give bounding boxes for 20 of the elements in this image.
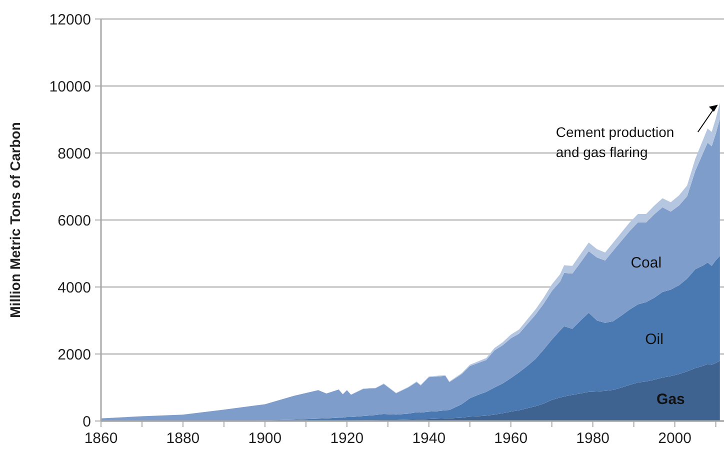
y-tick-label: 10000 — [49, 78, 91, 96]
x-tick-label: 1980 — [576, 430, 610, 447]
y-axis-title: Million Metric Tons of Carbon — [7, 122, 23, 318]
y-tick-label: 12000 — [49, 11, 91, 28]
y-tick-label: 4000 — [58, 279, 91, 296]
y-tick-label: 6000 — [58, 212, 91, 230]
y-tick-label: 2000 — [58, 346, 91, 364]
series-label: Oil — [645, 331, 664, 348]
x-tick-label: 2000 — [658, 430, 692, 447]
series-label: Cement production and gas flaring — [556, 124, 674, 160]
x-tick-label: 1880 — [166, 430, 200, 447]
x-tick-label: 1860 — [84, 430, 118, 447]
y-tick-label: 0 — [82, 413, 91, 430]
x-tick-label: 1940 — [412, 430, 446, 447]
series-label: Gas — [656, 390, 685, 408]
series-label: Coal — [630, 254, 662, 272]
x-tick-label: 1960 — [494, 430, 528, 447]
x-tick-label: 1900 — [248, 430, 282, 447]
y-tick-label: 8000 — [58, 145, 91, 162]
x-tick-label: 1920 — [330, 430, 364, 447]
